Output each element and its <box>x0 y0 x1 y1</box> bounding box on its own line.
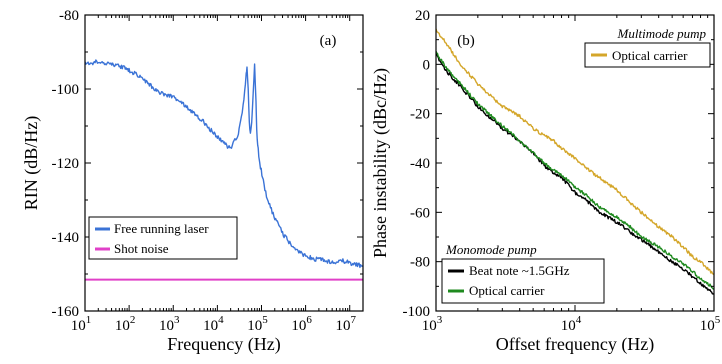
x-tick-base: 10 <box>291 318 306 334</box>
x-tick-base: 10 <box>422 318 437 334</box>
series-line-optical-carrier-monomode <box>436 51 714 290</box>
x-tick-label: 102 <box>115 314 136 334</box>
y-tick-label: -100 <box>52 82 80 98</box>
y-tick-label: -80 <box>410 255 430 271</box>
legend-label: Shot noise <box>114 241 169 256</box>
panel-label: (a) <box>320 33 337 49</box>
x-tick-base: 10 <box>247 318 262 334</box>
x-tick-label: 105 <box>247 314 268 334</box>
y-tick-label: 0 <box>423 57 431 73</box>
x-tick-exponent: 2 <box>130 314 136 326</box>
plot-frame <box>84 14 364 312</box>
legend-label: Beat note ~1.5GHz <box>469 263 570 278</box>
x-tick-exponent: 6 <box>306 314 312 326</box>
x-tick-base: 10 <box>335 318 350 334</box>
x-tick-label: 104 <box>203 314 224 334</box>
x-tick-exponent: 1 <box>86 314 92 326</box>
y-axis-label: RIN (dB/Hz) <box>21 116 42 210</box>
x-tick-exponent: 4 <box>218 314 224 326</box>
x-tick-base: 10 <box>561 318 576 334</box>
series-line-optical-carrier-multimode <box>436 28 714 275</box>
x-tick-exponent: 5 <box>262 314 268 326</box>
x-tick-label: 103 <box>159 314 180 334</box>
y-axis-label: Phase instability (dBc/Hz) <box>370 68 391 258</box>
y-tick-label: -160 <box>52 304 80 320</box>
legend-label: Free running laser <box>114 221 209 236</box>
y-tick-label: -100 <box>403 304 431 320</box>
x-tick-label: 103 <box>422 314 443 334</box>
legend-title-multimode: Multimode pump <box>617 26 707 41</box>
series-line-free-running-laser <box>85 59 363 269</box>
y-tick-label: -40 <box>410 156 430 172</box>
y-tick-label: 20 <box>415 8 430 24</box>
series-group <box>85 59 363 281</box>
x-tick-base: 10 <box>115 318 130 334</box>
x-tick-exponent: 5 <box>715 314 721 326</box>
x-tick-label: 105 <box>700 314 721 334</box>
y-tick-label: -80 <box>59 8 79 24</box>
legend-box <box>88 216 238 260</box>
x-axis-label: Frequency (Hz) <box>167 334 280 355</box>
x-tick-label: 106 <box>291 314 312 334</box>
x-tick-base: 10 <box>203 318 218 334</box>
legend-label: Optical carrier <box>612 48 688 63</box>
y-tick-label: -120 <box>52 156 80 172</box>
series-line-beat-note-1-5ghz-monomode <box>436 52 714 295</box>
legend-label: Optical carrier <box>469 283 545 298</box>
x-tick-exponent: 3 <box>437 314 443 326</box>
y-tick-label: -140 <box>52 230 80 246</box>
x-tick-exponent: 3 <box>174 314 180 326</box>
x-tick-base: 10 <box>700 318 715 334</box>
x-tick-exponent: 4 <box>576 314 582 326</box>
y-tick-label: -20 <box>410 107 430 123</box>
x-tick-label: 104 <box>561 314 582 334</box>
panel-label: (b) <box>457 33 475 49</box>
x-axis-label: Offset frequency (Hz) <box>496 334 655 355</box>
legend-title-monomode: Monomode pump <box>445 242 537 257</box>
x-tick-base: 10 <box>71 318 86 334</box>
x-tick-exponent: 7 <box>350 314 356 326</box>
legend-box-monomode <box>441 258 605 304</box>
x-tick-label: 101 <box>71 314 92 334</box>
x-tick-base: 10 <box>159 318 174 334</box>
series-group <box>436 28 714 295</box>
x-tick-label: 107 <box>335 314 356 334</box>
y-tick-label: -60 <box>410 205 430 221</box>
